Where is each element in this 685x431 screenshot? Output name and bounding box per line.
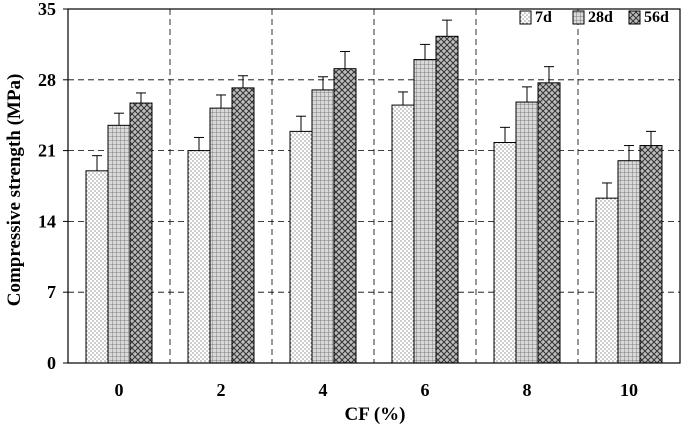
plot-frame [67,8,681,364]
grid-lines [68,8,680,363]
x-tick-label: 0 [115,380,124,400]
bar-56d-4 [333,68,357,364]
x-tick-label: 2 [217,380,226,400]
bar-28d-2 [209,107,233,364]
bar-7d-4 [289,130,313,364]
y-tick-label: 0 [47,353,56,373]
x-tick-label: 8 [523,380,532,400]
bar-56d-10 [639,145,663,364]
bar-7d-10 [595,197,619,364]
legend-swatch-56d [628,10,641,25]
y-tick-label: 28 [38,70,56,90]
x-tick-label: 4 [319,380,328,400]
legend-label-7d: 7d [535,9,552,26]
bar-56d-2 [231,87,255,364]
bar-56d-0 [129,102,153,364]
legend-label-56d: 56d [644,9,669,26]
legend: 7d 28d 56d [519,9,669,26]
y-axis-title: Compressive strength (MPa) [4,74,25,307]
y-tick-label: 35 [38,0,56,19]
bar-7d-6 [391,104,415,364]
bars [85,19,663,364]
y-tick-label: 21 [38,141,56,161]
legend-swatch-28d [572,10,585,25]
y-tick-label: 7 [47,282,56,302]
tick-labels: 0 2 4 6 8 10 0 7 14 21 28 35 [38,0,638,400]
legend-label-28d: 28d [588,9,613,26]
bar-7d-8 [493,142,517,364]
bar-28d-8 [515,101,539,364]
bar-28d-4 [311,89,335,364]
bar-7d-0 [85,170,109,364]
x-tick-label: 6 [421,380,430,400]
bar-28d-0 [107,124,131,364]
bar-28d-10 [617,160,641,364]
x-axis-title: CF (%) [344,404,405,425]
bar-56d-8 [537,82,561,364]
x-tick-label: 10 [620,380,638,400]
legend-swatch-7d [519,10,532,25]
bar-28d-6 [413,59,437,364]
bar-7d-2 [187,150,211,364]
bar-56d-6 [435,35,459,364]
y-tick-label: 14 [38,211,56,231]
axes [63,8,681,364]
